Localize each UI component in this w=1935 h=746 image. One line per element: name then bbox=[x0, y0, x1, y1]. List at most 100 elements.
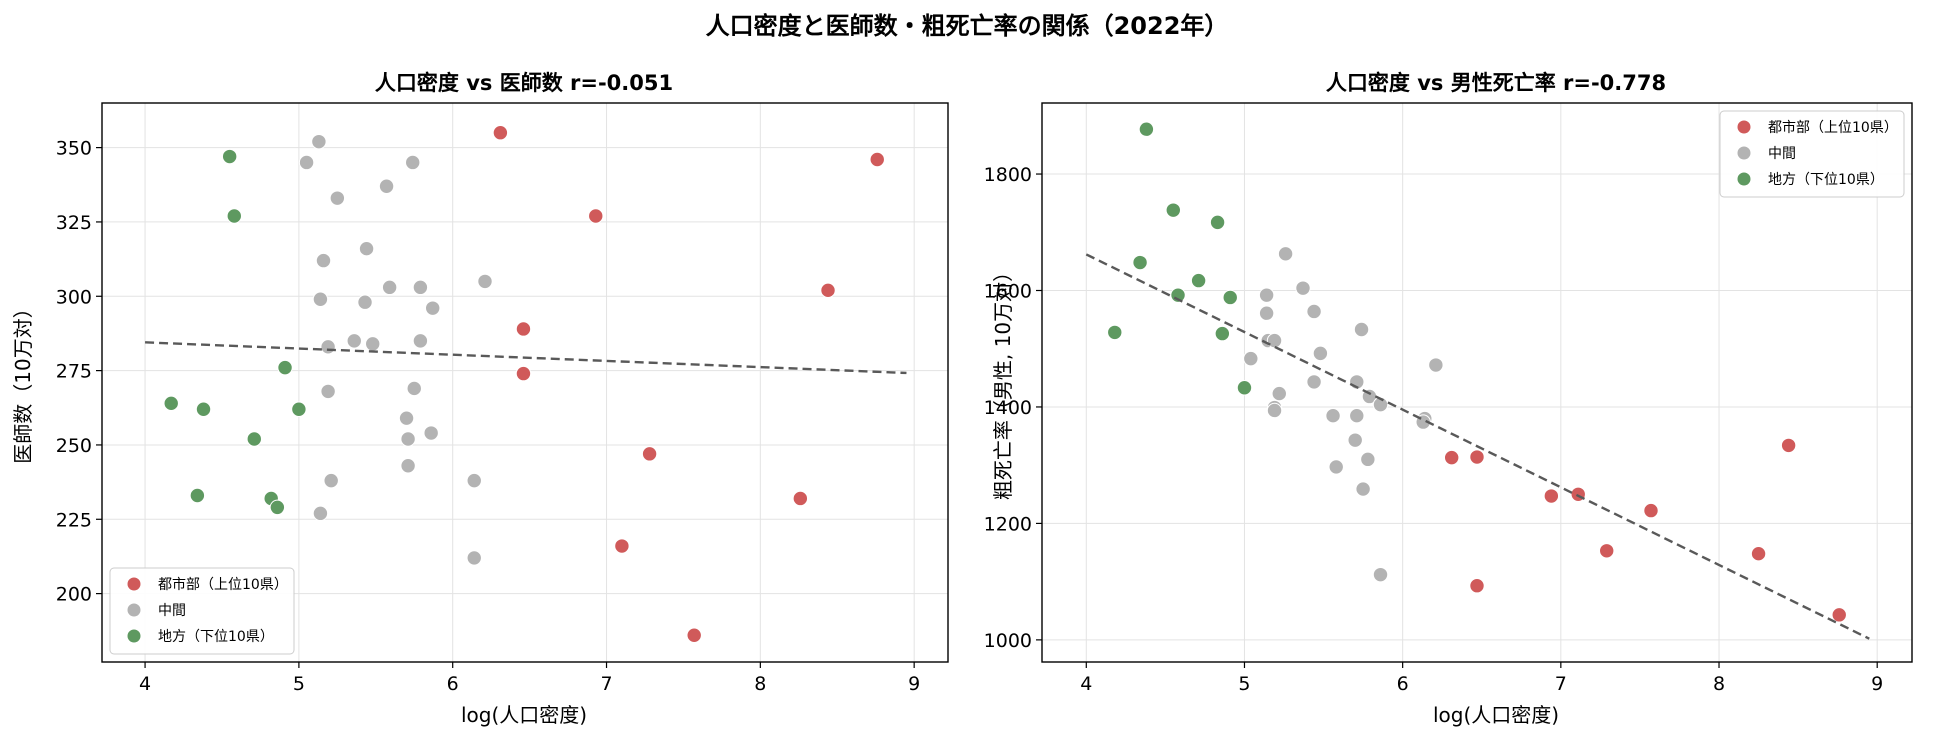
scatter-point bbox=[246, 431, 262, 447]
x-tick-label: 8 bbox=[754, 673, 766, 695]
legend-box bbox=[109, 567, 295, 655]
scatter-point bbox=[1312, 345, 1329, 362]
scatter-point bbox=[492, 125, 509, 141]
legend-label: 地方（下位10県） bbox=[158, 629, 274, 645]
legend-marker bbox=[1736, 145, 1752, 161]
trend-line bbox=[145, 341, 907, 375]
scatter-point bbox=[1266, 402, 1283, 419]
scatter-point bbox=[1236, 380, 1253, 396]
scatter-point bbox=[792, 490, 809, 507]
scatter-point bbox=[686, 627, 702, 643]
legend-marker bbox=[126, 602, 142, 618]
scatter-panel-mortality: 人口密度 vs 男性死亡率 r=-0.778 log(人口密度) 粗死亡率（男性… bbox=[984, 71, 1913, 727]
scatter-point bbox=[189, 487, 206, 504]
y-tick-label: 1200 bbox=[984, 513, 1032, 535]
scatter-point bbox=[320, 383, 336, 400]
y-axis-label: 医師数（10万対） bbox=[11, 298, 35, 463]
scatter-panel-doctors: 人口密度 vs 医師数 r=-0.051 log(人口密度) 医師数（10万対）… bbox=[11, 71, 949, 727]
scatter-point bbox=[400, 458, 416, 474]
x-axis-label: log(人口密度) bbox=[1433, 703, 1559, 727]
scatter-point bbox=[381, 279, 398, 296]
scatter-point bbox=[614, 538, 630, 554]
scatter-point bbox=[277, 359, 293, 376]
scatter-point bbox=[1306, 374, 1322, 390]
y-tick-label: 1400 bbox=[984, 397, 1032, 419]
scatter-point bbox=[320, 339, 336, 355]
scatter-point bbox=[365, 336, 381, 352]
scatter-point bbox=[406, 380, 422, 397]
scatter-point bbox=[1347, 432, 1363, 448]
panel-title: 人口密度 vs 男性死亡率 r=-0.778 bbox=[1326, 71, 1666, 95]
scatter-point bbox=[1349, 407, 1365, 424]
scatter-point bbox=[1258, 287, 1275, 303]
y-tick-label: 275 bbox=[56, 361, 92, 383]
scatter-point bbox=[1328, 459, 1344, 475]
scatter-point bbox=[1243, 350, 1259, 367]
x-axis-label: log(人口密度) bbox=[461, 703, 587, 727]
scatter-point bbox=[1643, 502, 1659, 519]
scatter-point bbox=[477, 273, 493, 290]
scatter-point bbox=[1107, 324, 1123, 341]
scatter-point bbox=[1271, 385, 1287, 402]
y-tick-label: 300 bbox=[56, 286, 92, 308]
legend-marker bbox=[126, 628, 142, 644]
scatter-point bbox=[323, 472, 339, 489]
x-tick-label: 5 bbox=[293, 673, 305, 695]
scatter-point bbox=[1138, 121, 1155, 137]
scatter-point bbox=[1355, 481, 1371, 497]
scatter-point bbox=[398, 410, 415, 426]
x-tick-label: 4 bbox=[1080, 673, 1092, 695]
trend-line bbox=[1085, 253, 1870, 640]
plot-frame bbox=[101, 102, 949, 663]
scatter-point bbox=[1469, 449, 1485, 465]
scatter-point bbox=[346, 333, 362, 349]
scatter-point bbox=[425, 300, 441, 316]
scatter-point bbox=[312, 505, 329, 522]
scatter-point bbox=[1750, 545, 1767, 562]
scatter-point bbox=[358, 240, 375, 257]
scatter-point bbox=[1190, 272, 1207, 289]
scatter-point bbox=[1258, 305, 1275, 321]
scatter-point bbox=[641, 446, 658, 462]
legend-label: 中間 bbox=[158, 603, 186, 619]
scatter-point bbox=[1599, 543, 1615, 559]
y-tick-label: 225 bbox=[56, 509, 92, 531]
scatter-point bbox=[1543, 488, 1560, 504]
scatter-point bbox=[1214, 325, 1231, 342]
scatter-point bbox=[1428, 357, 1444, 373]
scatter-point bbox=[378, 178, 395, 194]
scatter-point bbox=[1372, 396, 1389, 413]
scatter-point bbox=[400, 431, 416, 447]
y-tick-label: 1000 bbox=[984, 630, 1032, 652]
y-tick-label: 350 bbox=[56, 138, 92, 160]
scatter-point bbox=[515, 365, 532, 382]
scatter-point bbox=[1831, 607, 1847, 623]
x-tick-label: 4 bbox=[139, 673, 151, 695]
scatter-point bbox=[221, 148, 238, 165]
figure-title: 人口密度と医師数・粗死亡率の関係（2022年） bbox=[706, 12, 1229, 40]
scatter-point bbox=[1372, 566, 1389, 583]
x-tick-label: 6 bbox=[447, 673, 459, 695]
x-tick-label: 6 bbox=[1397, 673, 1409, 695]
x-tick-label: 7 bbox=[1555, 673, 1567, 695]
scatter-point bbox=[312, 291, 329, 307]
y-tick-label: 200 bbox=[56, 584, 92, 606]
scatter-point bbox=[1353, 321, 1370, 338]
scatter-point bbox=[466, 550, 482, 566]
y-tick-label: 250 bbox=[56, 435, 92, 457]
scatter-point bbox=[1132, 254, 1148, 271]
y-tick-label: 325 bbox=[56, 212, 92, 234]
plot-frame bbox=[1041, 102, 1913, 663]
y-tick-label: 1600 bbox=[984, 280, 1032, 302]
scatter-point bbox=[1277, 246, 1294, 262]
scatter-point bbox=[1780, 437, 1797, 454]
scatter-point bbox=[291, 401, 307, 417]
scatter-point bbox=[405, 154, 421, 171]
scatter-point bbox=[1469, 578, 1485, 594]
legend-marker bbox=[1736, 171, 1752, 187]
scatter-point bbox=[163, 395, 179, 412]
